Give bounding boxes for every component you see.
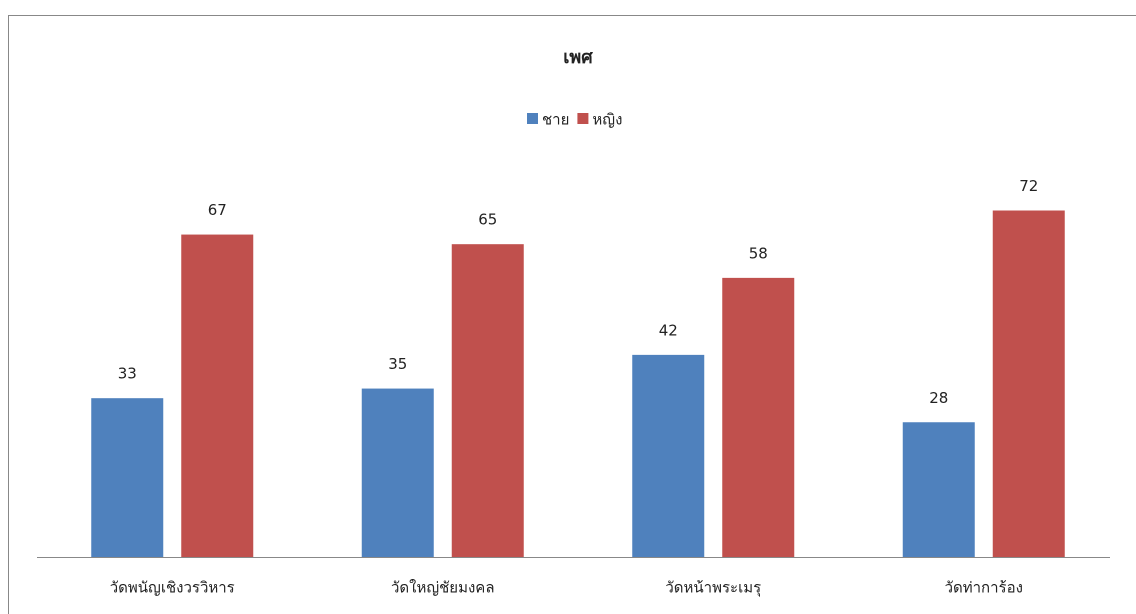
legend-label: หญิง bbox=[592, 111, 622, 129]
data-label: 65 bbox=[478, 211, 497, 229]
bar bbox=[902, 422, 975, 557]
legend-swatch bbox=[527, 113, 538, 124]
bar bbox=[361, 388, 434, 557]
data-label: 67 bbox=[208, 201, 227, 219]
legend-label: ชาย bbox=[542, 111, 569, 129]
data-label: 58 bbox=[749, 244, 768, 262]
x-tick-label: วัดท่าการ้อง bbox=[945, 579, 1023, 597]
x-tick-label: วัดหน้าพระเมรุ bbox=[665, 579, 761, 598]
bar bbox=[722, 277, 795, 557]
chart-title: เพศ bbox=[563, 47, 593, 68]
data-label: 35 bbox=[388, 355, 407, 373]
data-label: 42 bbox=[659, 321, 678, 339]
data-label: 72 bbox=[1019, 177, 1038, 195]
data-label: 28 bbox=[929, 389, 948, 407]
legend-swatch bbox=[577, 113, 589, 124]
bar bbox=[632, 354, 705, 557]
bar bbox=[91, 398, 164, 557]
bar bbox=[451, 244, 524, 557]
x-tick-label: วัดพนัญเชิงวรวิหาร bbox=[110, 579, 235, 597]
x-tick-label: วัดใหญ่ชัยมงคล bbox=[391, 579, 495, 597]
data-label: 33 bbox=[118, 365, 137, 383]
bar bbox=[181, 234, 254, 557]
bar bbox=[992, 210, 1065, 557]
